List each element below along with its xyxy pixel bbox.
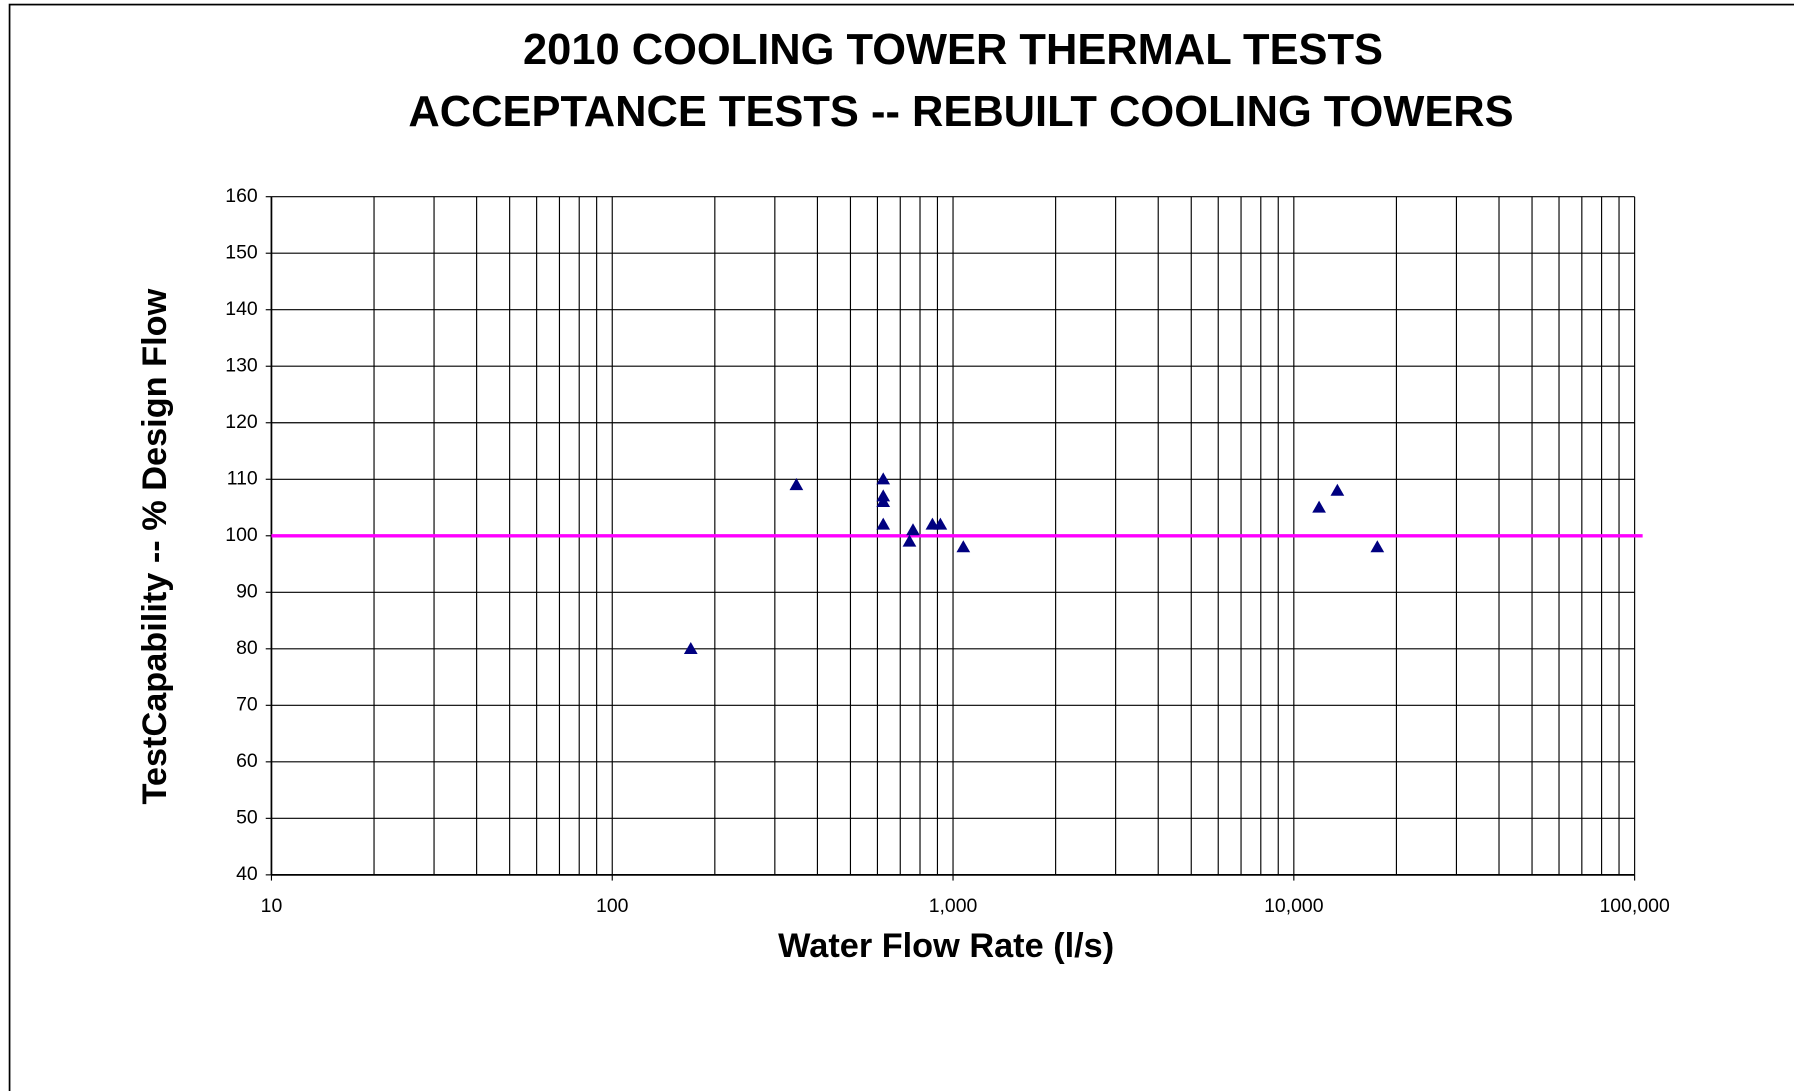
y-tick-label: 150 — [225, 241, 258, 263]
x-tick-label: 100 — [596, 895, 629, 917]
data-point — [906, 523, 920, 536]
y-tick-label: 80 — [236, 637, 258, 659]
y-tick-label: 90 — [236, 580, 258, 602]
data-point — [1330, 483, 1345, 496]
data-point — [933, 517, 948, 530]
data-point — [956, 540, 971, 553]
data-point — [789, 478, 804, 491]
data-point — [876, 495, 891, 508]
y-tick-label: 50 — [236, 806, 258, 828]
x-axis-label: Water Flow Rate (l/s) — [778, 927, 1114, 965]
y-tick-label: 100 — [225, 524, 258, 546]
y-tick-label: 70 — [236, 693, 258, 715]
data-point — [1312, 500, 1326, 513]
y-tick-label: 130 — [225, 354, 258, 376]
frame — [8, 3, 1794, 1091]
chart-subtitle: ACCEPTANCE TESTS -- REBUILT COOLING TOWE… — [408, 88, 1513, 136]
data-point — [876, 472, 891, 485]
y-axis-label: TestCapability -- % Design Flow — [136, 288, 174, 804]
data-point — [683, 641, 698, 654]
x-tick-label: 10,000 — [1264, 895, 1324, 917]
data-point — [902, 534, 917, 547]
y-tick-label: 40 — [236, 863, 258, 885]
x-tick-label: 100,000 — [1599, 895, 1669, 917]
data-point — [1370, 540, 1385, 553]
data-point — [876, 517, 891, 530]
y-tick-label: 140 — [225, 298, 258, 320]
y-tick-label: 110 — [227, 467, 258, 489]
chart-title: 2010 COOLING TOWER THERMAL TESTS — [523, 26, 1383, 74]
y-tick-label: 160 — [225, 185, 258, 207]
x-tick-label: 1,000 — [929, 895, 978, 917]
y-tick-label: 60 — [236, 750, 258, 772]
y-tick-label: 120 — [225, 411, 258, 433]
x-tick-label: 10 — [261, 895, 283, 917]
